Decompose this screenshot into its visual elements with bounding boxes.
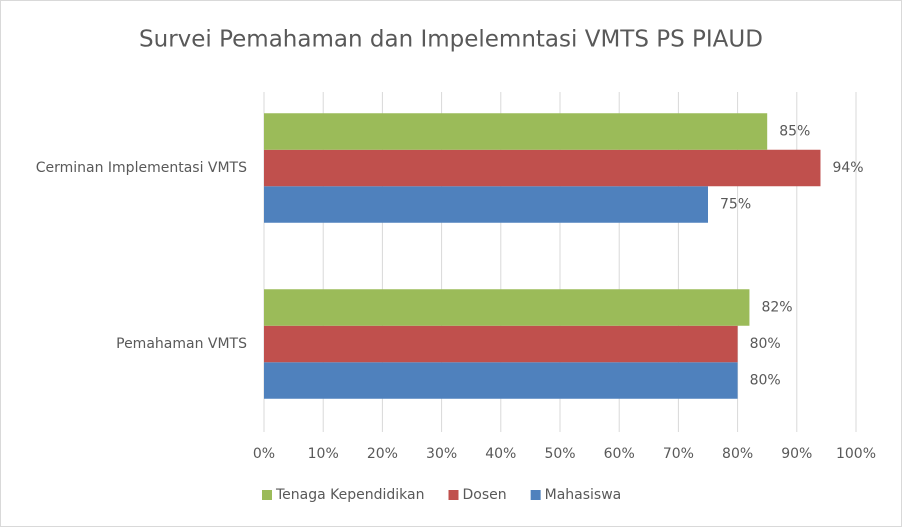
bar — [264, 325, 738, 363]
x-tick-label: 100% — [836, 446, 876, 462]
x-tick-label: 20% — [367, 446, 398, 462]
x-tick-label: 90% — [781, 446, 812, 462]
x-tick-label: 80% — [722, 446, 753, 462]
legend-label: Dosen — [463, 487, 507, 503]
bar — [264, 149, 821, 187]
y-tick-label: Cerminan Implementasi VMTS — [36, 160, 247, 176]
legend-swatch — [448, 490, 459, 500]
data-label: 82% — [761, 300, 792, 316]
x-tick-label: 70% — [663, 446, 694, 462]
x-tick-label: 60% — [604, 446, 635, 462]
bar — [264, 362, 738, 399]
legend-swatch — [530, 490, 541, 500]
data-label: 94% — [832, 160, 863, 176]
legend-label: Tenaga Kependidikan — [275, 487, 425, 503]
bar — [264, 289, 750, 326]
legend-label: Mahasiswa — [545, 487, 622, 503]
chart-title: Survei Pemahaman dan Impelemntasi VMTS P… — [139, 27, 763, 53]
bar — [264, 186, 708, 223]
data-label: 85% — [779, 124, 810, 140]
x-tick-label: 50% — [544, 446, 575, 462]
x-tick-label: 0% — [253, 446, 275, 462]
bar — [264, 113, 768, 150]
data-label: 80% — [750, 373, 781, 389]
y-tick-label: Pemahaman VMTS — [116, 336, 247, 352]
data-label: 80% — [750, 336, 781, 352]
data-label: 75% — [720, 197, 751, 213]
x-tick-label: 40% — [485, 446, 516, 462]
legend-swatch — [262, 490, 272, 500]
x-tick-label: 10% — [308, 446, 339, 462]
x-tick-label: 30% — [426, 446, 457, 462]
